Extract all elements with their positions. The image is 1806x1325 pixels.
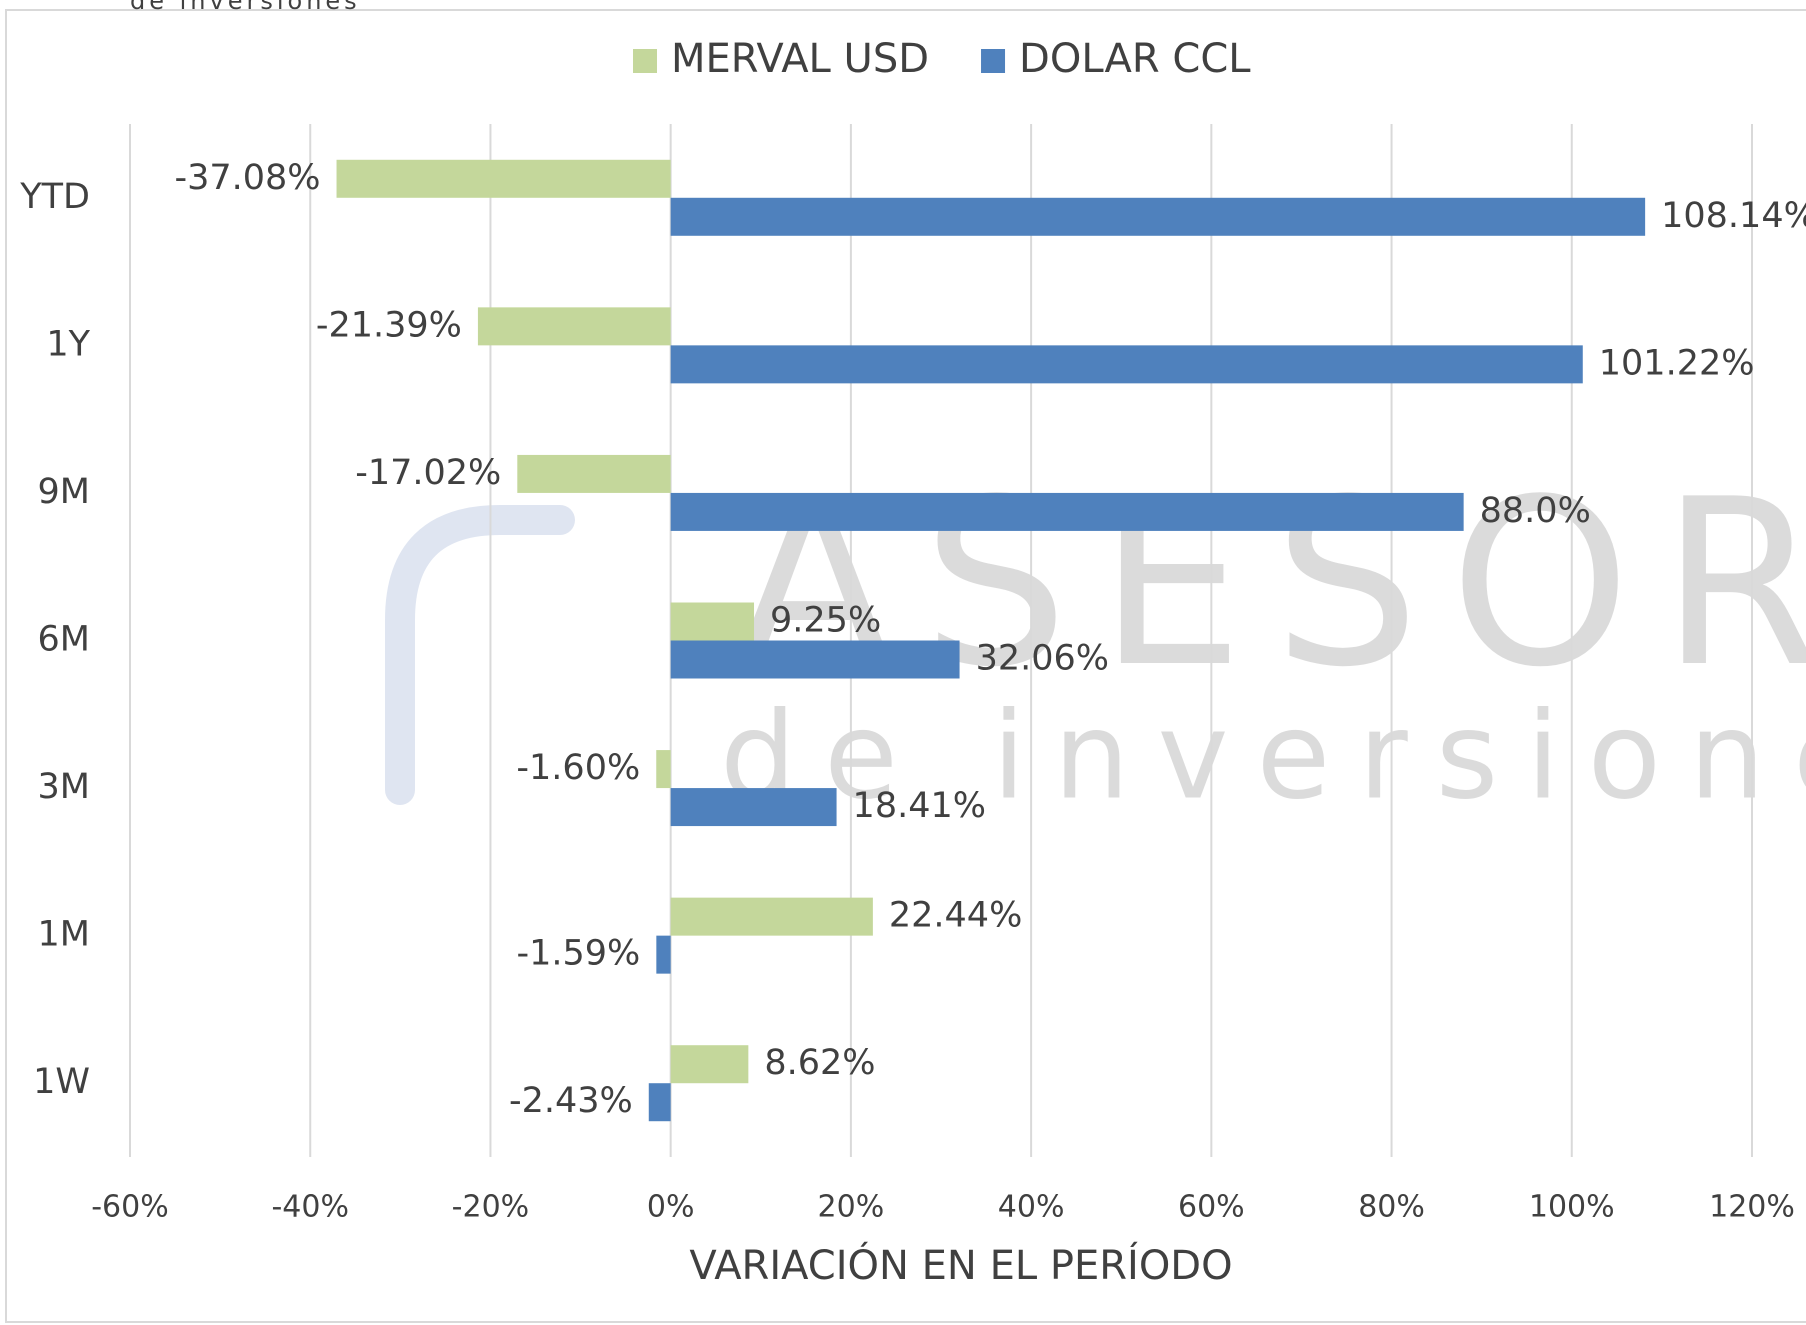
x-axis-title: VARIACIÓN EN EL PERÍODO (689, 1241, 1232, 1289)
y-tick-label: 6M (38, 620, 90, 660)
bar (477, 307, 671, 346)
data-label: 32.06% (976, 639, 1109, 679)
data-label: 22.44% (889, 896, 1022, 936)
data-label: -2.43% (509, 1081, 633, 1121)
bar (517, 454, 671, 493)
data-label: -21.39% (316, 305, 462, 345)
bar (656, 750, 671, 789)
x-tick-label: 60% (1178, 1190, 1245, 1225)
x-tick-label: 120% (1709, 1190, 1795, 1225)
data-label: -1.59% (517, 934, 641, 974)
data-label: 108.14% (1661, 196, 1806, 236)
bar (670, 197, 1646, 236)
x-tick-label: 40% (998, 1190, 1065, 1225)
data-label: -37.08% (174, 158, 320, 198)
x-tick-label: 20% (818, 1190, 885, 1225)
watermark-text: de inversiones (720, 688, 1806, 827)
bar (670, 788, 837, 827)
x-tick-label: -40% (271, 1190, 349, 1225)
bar (648, 1083, 671, 1122)
legend-label: MERVAL USD (671, 36, 929, 82)
data-label: -1.60% (516, 748, 640, 788)
legend-swatch (633, 49, 657, 73)
logo-text: de inversiones (130, 0, 361, 15)
legend-label: DOLAR CCL (1019, 36, 1251, 82)
bar (670, 602, 755, 641)
x-tick-label: 0% (647, 1190, 695, 1225)
data-label: -17.02% (355, 453, 501, 493)
data-label: 8.62% (764, 1043, 875, 1083)
x-tick-label: -60% (91, 1190, 169, 1225)
legend-swatch (981, 49, 1006, 73)
y-tick-label: 3M (38, 767, 90, 807)
x-tick-label: 100% (1529, 1190, 1615, 1225)
x-tick-label: 80% (1358, 1190, 1425, 1225)
bar (656, 935, 671, 974)
bar (670, 897, 873, 936)
chart-frame (5, 9, 1806, 1323)
bar (670, 640, 960, 679)
bar (670, 345, 1583, 384)
y-tick-label: 1Y (46, 324, 90, 364)
data-label: 88.0% (1480, 491, 1591, 531)
bar (670, 1045, 749, 1084)
bar (336, 159, 671, 198)
data-label: 18.41% (853, 786, 986, 826)
y-tick-label: 9M (38, 472, 90, 512)
watermark-logo (385, 505, 575, 805)
data-label: 9.25% (770, 601, 881, 641)
x-tick-label: -20% (452, 1190, 530, 1225)
y-tick-label: 1W (33, 1062, 90, 1102)
y-tick-label: 1M (38, 915, 90, 955)
y-tick-label: YTD (19, 177, 90, 217)
data-label: 101.22% (1599, 343, 1755, 383)
bar (670, 492, 1464, 531)
